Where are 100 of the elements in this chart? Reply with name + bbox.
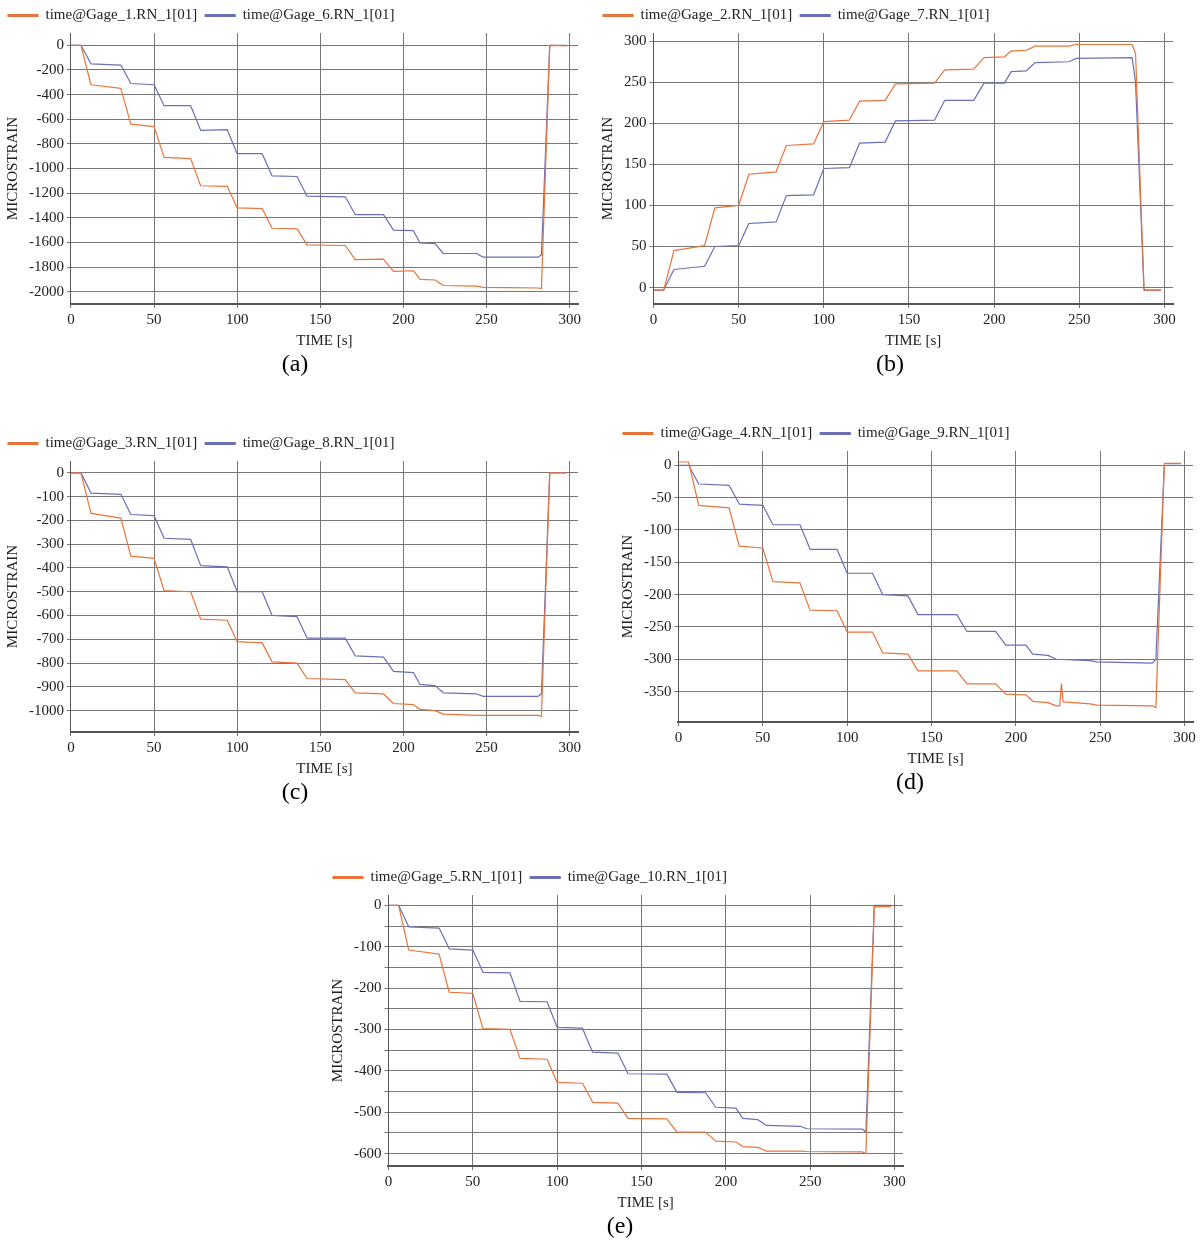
y-tick-label: -1000 — [29, 159, 64, 176]
y-tick-label: 100 — [624, 196, 647, 213]
y-tick-label: -600 — [36, 110, 64, 127]
legend-label: time@Gage_3.RN_1[01] — [45, 434, 198, 451]
x-tick-label: 150 — [920, 728, 943, 745]
x-tick-label: 50 — [465, 1172, 481, 1189]
x-tick-label: 150 — [897, 310, 921, 327]
y-tick-label: -400 — [354, 1061, 382, 1078]
y-tick-label: -300 — [354, 1020, 382, 1037]
x-tick-label: 0 — [674, 728, 683, 745]
text: (d) — [895, 768, 925, 795]
y-axis-title: MICROSTRAIN — [328, 978, 345, 1083]
legend-label: time@Gage_6.RN_1[01] — [242, 6, 395, 23]
y-tick-label: -800 — [36, 654, 64, 670]
x-tick-label: 200 — [1004, 728, 1028, 745]
y-tick-label: -500 — [36, 582, 64, 599]
y-tick-label: 0 — [56, 36, 64, 53]
x-tick-label: 250 — [475, 310, 498, 327]
x-tick-label: 50 — [731, 310, 747, 327]
legend-label: time@Gage_2.RN_1[01] — [640, 6, 793, 23]
y-tick-label: 50 — [631, 237, 647, 254]
y-tick-label: -1400 — [29, 208, 64, 225]
legend-label: time@Gage_5.RN_1[01] — [370, 868, 523, 885]
y-tick-label: -100 — [36, 487, 64, 504]
y-tick-label: -1800 — [29, 257, 64, 274]
x-tick-label: 200 — [714, 1172, 738, 1189]
y-tick-label: -350 — [644, 682, 672, 699]
y-tick-label: -200 — [36, 60, 64, 77]
legend-label: time@Gage_1.RN_1[01] — [45, 6, 198, 23]
y-tick-label: -1200 — [29, 184, 64, 201]
y-tick-label: 200 — [624, 114, 647, 131]
y-tick-label: -500 — [354, 1103, 382, 1120]
y-tick-label: 150 — [624, 155, 647, 172]
x-tick-label: 250 — [798, 1172, 822, 1189]
y-tick-label: -200 — [644, 585, 672, 602]
y-tick-label: -900 — [36, 677, 64, 694]
x-tick-label: 250 — [475, 738, 498, 755]
x-tick-label: 50 — [146, 738, 162, 755]
y-tick-label: -1000 — [29, 701, 64, 718]
y-tick-label: -800 — [36, 134, 64, 151]
y-tick-label: -600 — [354, 1144, 382, 1161]
y-tick-label: -100 — [354, 937, 382, 954]
y-axis-title: MICROSTRAIN — [598, 116, 615, 221]
x-axis-title: TIME [s] — [885, 331, 942, 348]
legend-label: time@Gage_10.RN_1[01] — [567, 868, 727, 885]
legend-label: time@Gage_9.RN_1[01] — [857, 424, 1010, 441]
text: (e) — [605, 1212, 635, 1239]
x-tick-label: 300 — [883, 1172, 906, 1189]
x-tick-label: 150 — [309, 310, 332, 327]
y-tick-label: -50 — [651, 488, 672, 505]
y-tick-label: -250 — [644, 617, 672, 634]
x-tick-label: 150 — [309, 738, 332, 755]
x-tick-label: 200 — [392, 738, 415, 755]
x-axis-title: TIME [s] — [296, 331, 353, 348]
y-tick-label: 0 — [639, 278, 647, 295]
y-tick-label: -150 — [644, 553, 672, 570]
legend-label: time@Gage_7.RN_1[01] — [837, 6, 990, 23]
y-tick-label: -300 — [644, 650, 672, 667]
x-tick-label: 300 — [1153, 310, 1176, 327]
y-tick-label: -100 — [644, 520, 672, 537]
y-tick-label: -200 — [36, 511, 64, 528]
text: (c) — [280, 778, 310, 805]
y-tick-label: -400 — [36, 558, 64, 575]
y-tick-label: -200 — [354, 979, 382, 996]
legend-label: time@Gage_8.RN_1[01] — [242, 434, 395, 451]
y-tick-label: 0 — [664, 456, 672, 473]
y-axis-title: MICROSTRAIN — [3, 116, 20, 221]
x-tick-label: 100 — [225, 310, 249, 327]
x-tick-label: 50 — [146, 310, 162, 327]
y-tick-label: -600 — [36, 606, 64, 623]
x-tick-label: 0 — [384, 1172, 393, 1189]
x-tick-label: 100 — [812, 310, 836, 327]
x-tick-label: 100 — [225, 738, 249, 755]
y-tick-label: 0 — [374, 896, 382, 913]
x-tick-label: 50 — [755, 728, 771, 745]
y-tick-label: 250 — [624, 73, 647, 90]
x-tick-label: 0 — [67, 738, 75, 755]
y-tick-label: -300 — [36, 535, 64, 552]
legend-label: time@Gage_4.RN_1[01] — [660, 424, 813, 441]
x-tick-label: 300 — [558, 310, 581, 327]
x-tick-label: 200 — [392, 310, 415, 327]
text: (b) — [875, 350, 905, 377]
y-tick-label: -700 — [36, 630, 64, 647]
x-tick-label: 200 — [982, 310, 1006, 327]
text: (a) — [280, 350, 310, 377]
x-tick-label: 300 — [558, 738, 581, 755]
x-axis-title: TIME [s] — [296, 759, 353, 776]
x-tick-label: 250 — [1088, 728, 1112, 745]
x-tick-label: 300 — [1173, 728, 1196, 745]
y-tick-label: 300 — [624, 32, 647, 49]
x-tick-label: 100 — [835, 728, 859, 745]
y-axis-title: MICROSTRAIN — [618, 534, 635, 639]
y-tick-label: -2000 — [29, 282, 64, 299]
x-tick-label: 250 — [1068, 310, 1091, 327]
y-tick-label: 0 — [56, 463, 64, 480]
x-tick-label: 100 — [545, 1172, 569, 1189]
x-axis-title: TIME [s] — [907, 749, 964, 766]
y-axis-title: MICROSTRAIN — [3, 544, 20, 649]
y-tick-label: -1600 — [29, 233, 64, 250]
y-tick-label: -400 — [36, 85, 64, 102]
